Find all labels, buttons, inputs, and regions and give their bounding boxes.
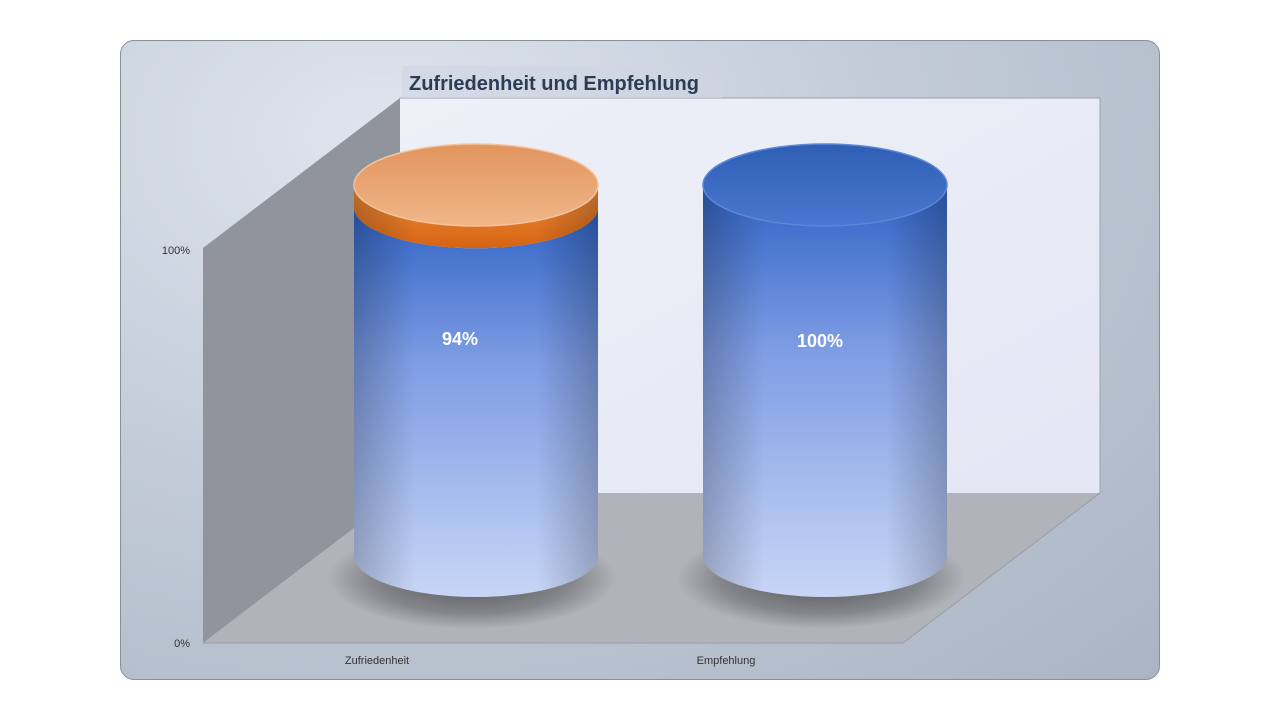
x-tick-label-1: Zufriedenheit <box>345 655 409 667</box>
bar-blue-1-shade <box>354 207 598 597</box>
y-tick-label-bottom: 0% <box>174 638 190 650</box>
title-backdrop <box>402 66 722 98</box>
y-tick-label-top: 100% <box>162 245 190 257</box>
data-label-1: 94% <box>442 329 478 349</box>
bar-top-blue-2 <box>702 143 948 227</box>
x-tick-label-2: Empfehlung <box>697 655 756 667</box>
side-wall <box>203 98 400 643</box>
bar-blue-2-shade <box>703 185 947 597</box>
bar-top-orange-1 <box>353 143 599 227</box>
data-label-2: 100% <box>797 331 843 351</box>
chart-title: Zufriedenheit und Empfehlung <box>409 73 699 95</box>
bar-orange-1-shade <box>354 185 598 249</box>
floor-edge-right <box>902 492 1101 644</box>
